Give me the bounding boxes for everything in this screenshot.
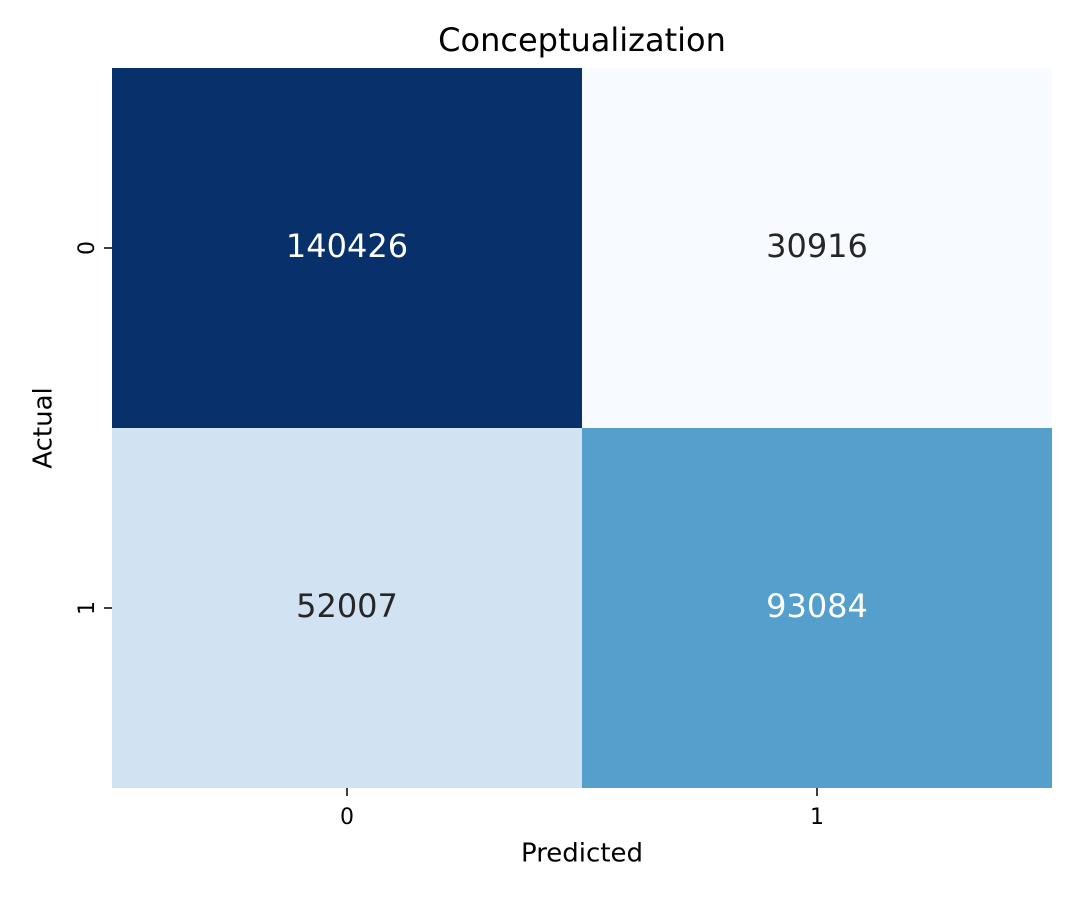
y-tick-label: 0 bbox=[75, 241, 100, 255]
heatmap-cell bbox=[582, 68, 1052, 428]
x-tick-label: 1 bbox=[810, 805, 824, 830]
y-axis-label: Actual bbox=[29, 387, 59, 468]
cell-label: 30916 bbox=[766, 227, 868, 265]
heatmap-cell bbox=[582, 428, 1052, 788]
cell-label: 140426 bbox=[286, 227, 408, 265]
x-axis-label: Predicted bbox=[521, 839, 643, 869]
heatmap-cell bbox=[112, 68, 582, 428]
cell-label: 93084 bbox=[766, 587, 868, 625]
chart-title: Conceptualization bbox=[438, 21, 726, 59]
cell-label: 52007 bbox=[296, 587, 398, 625]
heatmap-cell bbox=[112, 428, 582, 788]
x-tick-label: 0 bbox=[340, 805, 354, 830]
y-tick-label: 1 bbox=[75, 601, 100, 615]
